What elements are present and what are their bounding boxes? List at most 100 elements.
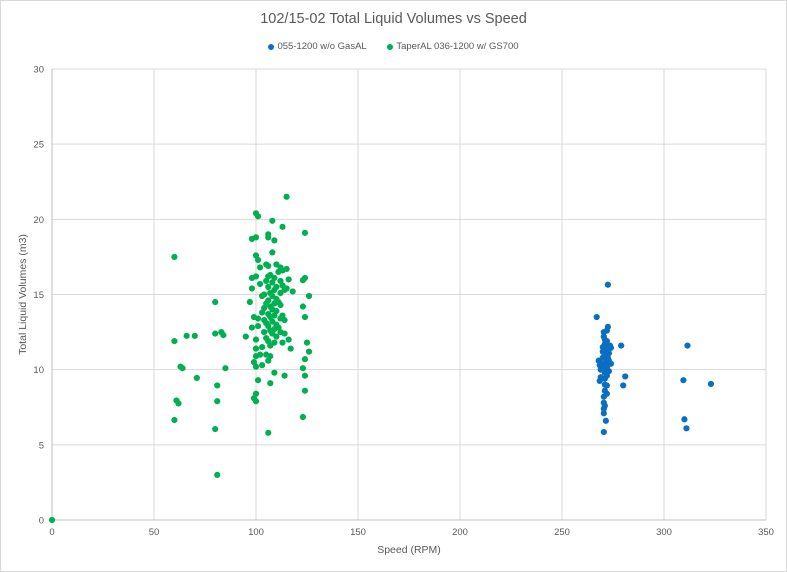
point-series-2 <box>289 288 296 295</box>
point-series-2 <box>193 374 200 382</box>
x-tick-label: 0 <box>49 527 54 538</box>
point-series-2 <box>212 298 219 306</box>
point-series-2 <box>265 429 272 436</box>
y-tick-label: 20 <box>33 215 44 226</box>
x-tick-label: 200 <box>452 527 468 538</box>
chart-legend: 055-1200 w/o GasAL TaperAL 036-1200 w/ G… <box>0 41 787 53</box>
point-series-2 <box>214 382 221 389</box>
x-tick-label: 250 <box>554 527 570 538</box>
y-tick-label: 30 <box>33 65 44 76</box>
point-series-1 <box>603 382 610 389</box>
y-tick-label: 15 <box>33 290 44 301</box>
x-tick-label: 150 <box>350 527 366 538</box>
point-series-2 <box>267 380 274 387</box>
point-series-2 <box>214 398 221 405</box>
x-axis-label: Speed (RPM) <box>377 544 441 556</box>
legend-label-series-2: TaperAL 036-1200 w/ GS700 <box>396 41 519 52</box>
point-series-2 <box>183 332 190 339</box>
point-series-2 <box>271 339 278 346</box>
y-tick-label: 25 <box>33 140 44 151</box>
point-series-2 <box>269 249 276 256</box>
point-series-2 <box>285 336 292 343</box>
point-series-2 <box>265 262 272 270</box>
point-series-2 <box>265 234 272 241</box>
point-series-1 <box>618 342 625 349</box>
point-series-1 <box>602 417 609 424</box>
point-series-1 <box>605 350 613 357</box>
point-series-2 <box>259 362 266 369</box>
point-series-1 <box>604 323 612 330</box>
legend-entry-series-2: TaperAL 036-1200 w/ GS700 <box>387 41 519 52</box>
x-tick-label: 350 <box>758 527 774 538</box>
y-tick-label: 0 <box>39 516 44 527</box>
point-series-2 <box>214 471 221 478</box>
data-points <box>48 193 715 524</box>
point-series-2 <box>256 351 264 358</box>
point-series-2 <box>191 332 198 339</box>
point-series-2 <box>252 363 260 370</box>
point-series-2 <box>175 400 182 407</box>
point-series-2 <box>252 345 260 352</box>
point-series-2 <box>301 313 309 321</box>
point-series-1 <box>604 281 612 288</box>
point-series-2 <box>301 372 309 379</box>
point-series-1 <box>596 377 603 385</box>
point-series-2 <box>301 387 309 394</box>
chart-title: 102/15-02 Total Liquid Volumes vs Speed <box>260 11 527 27</box>
point-series-2 <box>252 390 260 397</box>
point-series-1 <box>600 410 607 417</box>
legend-entry-series-1: 055-1200 w/o GasAL <box>268 41 367 52</box>
point-series-1 <box>683 425 690 432</box>
point-series-2 <box>254 213 262 220</box>
point-series-1 <box>707 380 715 388</box>
point-series-2 <box>285 276 292 283</box>
point-series-2 <box>246 298 253 306</box>
point-series-2 <box>254 315 262 322</box>
point-series-2 <box>299 365 307 372</box>
point-series-2 <box>252 336 260 343</box>
point-series-2 <box>242 333 249 340</box>
point-series-2 <box>273 333 280 340</box>
point-series-2 <box>305 348 313 355</box>
point-series-2 <box>212 425 219 433</box>
point-series-2 <box>301 274 309 282</box>
y-tick-label: 10 <box>33 365 44 376</box>
point-series-2 <box>256 280 264 288</box>
point-series-2 <box>271 274 278 282</box>
point-series-2 <box>252 234 260 241</box>
y-axis-label: Total Liquid Volumes (m3) <box>17 234 29 355</box>
point-series-2 <box>287 345 294 352</box>
point-series-2 <box>283 285 290 292</box>
point-series-1 <box>605 368 613 375</box>
point-series-1 <box>601 402 608 409</box>
point-series-2 <box>281 330 288 337</box>
point-series-2 <box>248 285 256 292</box>
point-series-2 <box>265 297 272 304</box>
point-series-2 <box>265 283 272 291</box>
x-tick-label: 300 <box>656 527 672 538</box>
point-series-2 <box>271 369 278 376</box>
legend-marker-series-1 <box>268 43 275 50</box>
point-series-2 <box>254 322 262 330</box>
point-series-2 <box>299 413 307 421</box>
point-series-2 <box>281 316 288 324</box>
point-series-2 <box>261 291 268 298</box>
y-tick-label: 5 <box>39 440 44 451</box>
point-series-1 <box>620 382 627 389</box>
point-series-2 <box>212 330 219 337</box>
gridlines <box>52 68 767 520</box>
point-series-2 <box>252 273 260 280</box>
point-series-2 <box>303 339 311 346</box>
point-series-1 <box>603 390 610 397</box>
point-series-2 <box>299 303 307 310</box>
point-series-2 <box>281 372 288 379</box>
point-series-2 <box>269 217 276 224</box>
point-series-2 <box>277 301 284 309</box>
point-series-2 <box>256 264 264 271</box>
point-series-2 <box>279 339 286 346</box>
x-tick-label: 50 <box>149 527 160 538</box>
point-series-2 <box>171 416 178 424</box>
